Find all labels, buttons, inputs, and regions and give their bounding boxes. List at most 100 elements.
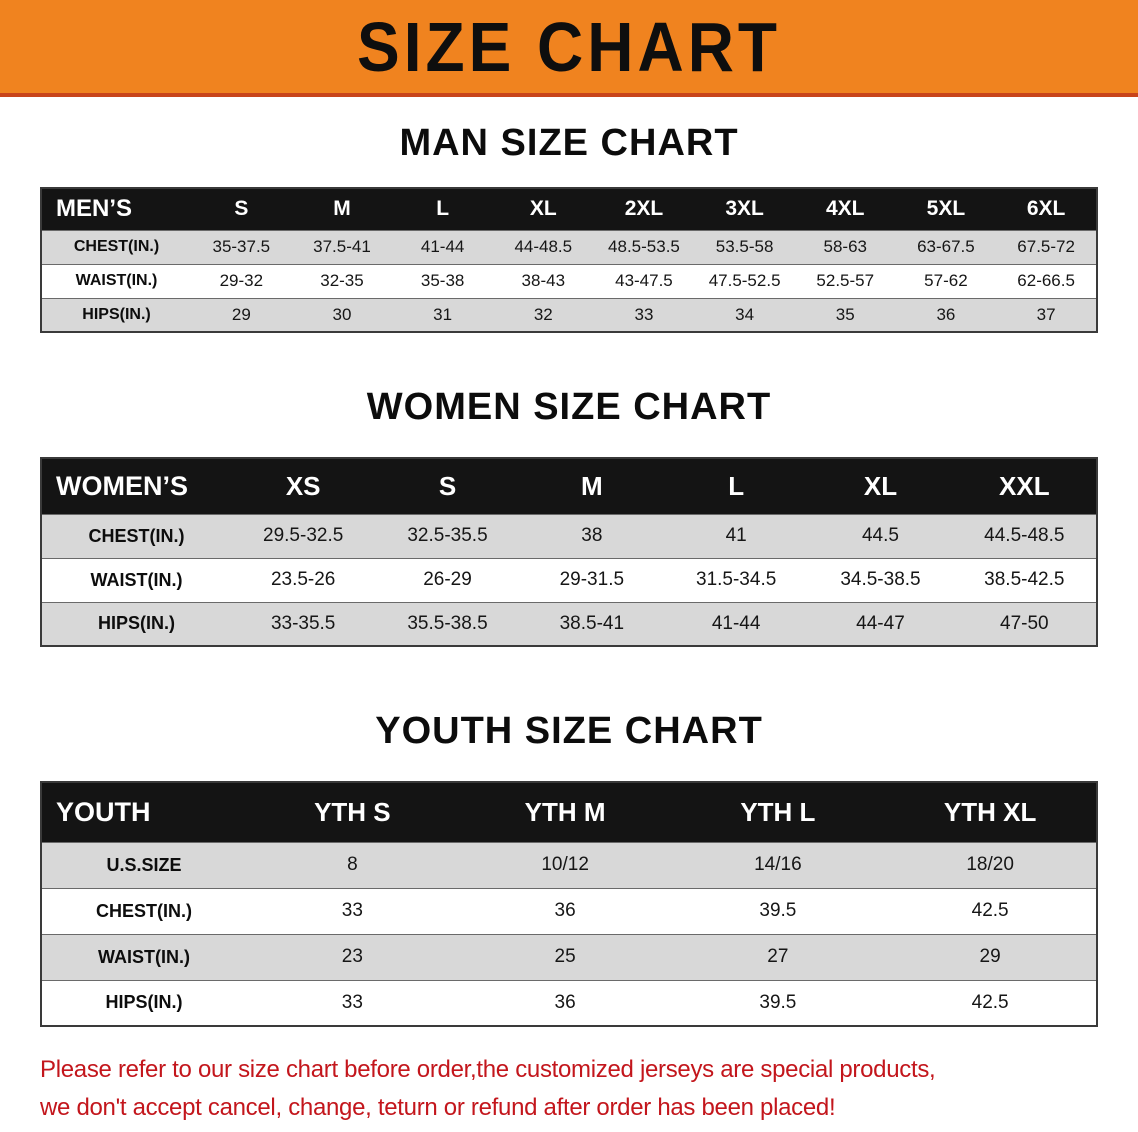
section-women: WOMEN SIZE CHART WOMEN’S XS S M L XL XXL CHEST(… [0, 385, 1138, 647]
measurement-row: U.S.SIZE 8 10/12 14/16 18/20 [41, 841, 1097, 889]
size-column-header: S [191, 187, 292, 231]
disclaimer-line-1: Please refer to our size chart before or… [40, 1056, 936, 1083]
size-column-header: XS [231, 457, 376, 515]
measurement-value: 33 [246, 887, 459, 935]
measurement-value: 18/20 [884, 841, 1097, 889]
group-label-header: WOMEN’S [41, 457, 231, 515]
disclaimer-line-2: we don't accept cancel, change, teturn o… [40, 1094, 836, 1121]
measurement-value: 32-35 [291, 263, 393, 299]
section-youth: YOUTH SIZE CHART YOUTH YTH S YTH M YTH L YTH… [0, 709, 1138, 1027]
measurement-row: WAIST(IN.) 23.5-26 26-29 29-31.5 31.5-34.5 34… [41, 557, 1097, 603]
measurement-value: 52.5-57 [794, 263, 896, 299]
section-men: MAN SIZE CHART MEN’S S M L XL 2XL 3XL 4XL 5XL 6XL… [0, 121, 1138, 333]
measurement-value: 33 [246, 979, 459, 1027]
table-header-row: WOMEN’S XS S M L XL XXL [41, 457, 1097, 515]
size-chart-banner: SIZE CHART [0, 0, 1138, 97]
size-column-header: XL [808, 457, 953, 515]
measurement-value: 39.5 [671, 887, 885, 935]
measurement-value: 8 [246, 841, 459, 889]
measurement-value: 48.5-53.5 [593, 229, 695, 265]
measurement-row: WAIST(IN.) 23 25 27 29 [41, 933, 1097, 981]
measurement-value: 58-63 [794, 229, 896, 265]
measurement-label: WAIST(IN.) [41, 933, 246, 981]
measurement-value: 34 [694, 297, 795, 333]
measurement-value: 35.5-38.5 [375, 601, 520, 647]
measurement-value: 35 [794, 297, 896, 333]
men-size-chart-heading: MAN SIZE CHART [399, 122, 739, 164]
size-column-header: L [392, 187, 493, 231]
table-header-row: YOUTH YTH S YTH M YTH L YTH XL [41, 781, 1097, 843]
youth-size-table: YOUTH YTH S YTH M YTH L YTH XL U.S.SIZE 8 10/12… [40, 781, 1098, 1027]
measurement-value: 41-44 [392, 229, 493, 265]
measurement-value: 36 [458, 979, 672, 1027]
measurement-value: 35-37.5 [191, 229, 292, 265]
size-column-header: S [375, 457, 520, 515]
measurement-value: 32.5-35.5 [375, 513, 520, 559]
measurement-value: 39.5 [671, 979, 885, 1027]
size-column-header: M [519, 457, 664, 515]
measurement-value: 44.5 [808, 513, 953, 559]
measurement-value: 37 [996, 297, 1097, 333]
measurement-value: 36 [458, 887, 672, 935]
measurement-row: HIPS(IN.) 33-35.5 35.5-38.5 38.5-41 41-44 44-… [41, 601, 1097, 647]
measurement-value: 23 [246, 933, 459, 981]
measurement-value: 14/16 [671, 841, 885, 889]
size-column-header: 5XL [895, 187, 997, 231]
measurement-value: 38.5-42.5 [952, 557, 1097, 603]
measurement-value: 53.5-58 [694, 229, 795, 265]
measurement-value: 47.5-52.5 [694, 263, 795, 299]
measurement-value: 29.5-32.5 [231, 513, 376, 559]
measurement-value: 67.5-72 [996, 229, 1097, 265]
size-column-header: 4XL [794, 187, 896, 231]
measurement-label: WAIST(IN.) [41, 263, 191, 299]
measurement-value: 42.5 [884, 979, 1097, 1027]
measurement-row: CHEST(IN.) 35-37.5 37.5-41 41-44 44-48.5 48.5… [41, 229, 1097, 265]
size-column-header: YTH M [458, 781, 672, 843]
size-column-header: XXL [952, 457, 1097, 515]
measurement-value: 33 [593, 297, 695, 333]
measurement-value: 36 [895, 297, 997, 333]
measurement-value: 25 [458, 933, 672, 981]
measurement-row: CHEST(IN.) 33 36 39.5 42.5 [41, 887, 1097, 935]
measurement-label: HIPS(IN.) [41, 601, 231, 647]
measurement-value: 63-67.5 [895, 229, 997, 265]
measurement-value: 38.5-41 [519, 601, 664, 647]
group-label-header: YOUTH [41, 781, 246, 843]
measurement-value: 43-47.5 [593, 263, 695, 299]
size-column-header: 6XL [996, 187, 1097, 231]
measurement-value: 10/12 [458, 841, 672, 889]
measurement-label: WAIST(IN.) [41, 557, 231, 603]
measurement-row: WAIST(IN.) 29-32 32-35 35-38 38-43 43-47.5 47.… [41, 263, 1097, 299]
men-size-table: MEN’S S M L XL 2XL 3XL 4XL 5XL 6XL CHEST(IN.) 35-37… [40, 187, 1098, 333]
women-size-table: WOMEN’S XS S M L XL XXL CHEST(IN.) 29.5-32.5 32.5… [40, 457, 1098, 647]
measurement-row: CHEST(IN.) 29.5-32.5 32.5-35.5 38 41 44.5 44.5… [41, 513, 1097, 559]
measurement-value: 38-43 [492, 263, 594, 299]
measurement-value: 44-47 [808, 601, 953, 647]
measurement-label: U.S.SIZE [41, 841, 246, 889]
page-title: SIZE CHART [357, 7, 781, 86]
measurement-value: 32 [492, 297, 594, 333]
measurement-value: 30 [291, 297, 393, 333]
measurement-value: 29-32 [191, 263, 292, 299]
measurement-value: 38 [519, 513, 664, 559]
measurement-value: 27 [671, 933, 885, 981]
measurement-label: CHEST(IN.) [41, 513, 231, 559]
measurement-value: 26-29 [375, 557, 520, 603]
measurement-row: HIPS(IN.) 33 36 39.5 42.5 [41, 979, 1097, 1027]
measurement-value: 37.5-41 [291, 229, 393, 265]
table-header-row: MEN’S S M L XL 2XL 3XL 4XL 5XL 6XL [41, 187, 1097, 231]
measurement-value: 47-50 [952, 601, 1097, 647]
size-column-header: YTH XL [884, 781, 1097, 843]
size-column-header: 3XL [694, 187, 795, 231]
size-column-header: XL [492, 187, 594, 231]
measurement-value: 62-66.5 [996, 263, 1097, 299]
measurement-value: 34.5-38.5 [808, 557, 953, 603]
size-column-header: YTH L [671, 781, 885, 843]
measurement-value: 33-35.5 [231, 601, 376, 647]
measurement-value: 44-48.5 [492, 229, 594, 265]
measurement-value: 23.5-26 [231, 557, 376, 603]
measurement-value: 35-38 [392, 263, 493, 299]
measurement-label: HIPS(IN.) [41, 979, 246, 1027]
measurement-value: 29-31.5 [519, 557, 664, 603]
